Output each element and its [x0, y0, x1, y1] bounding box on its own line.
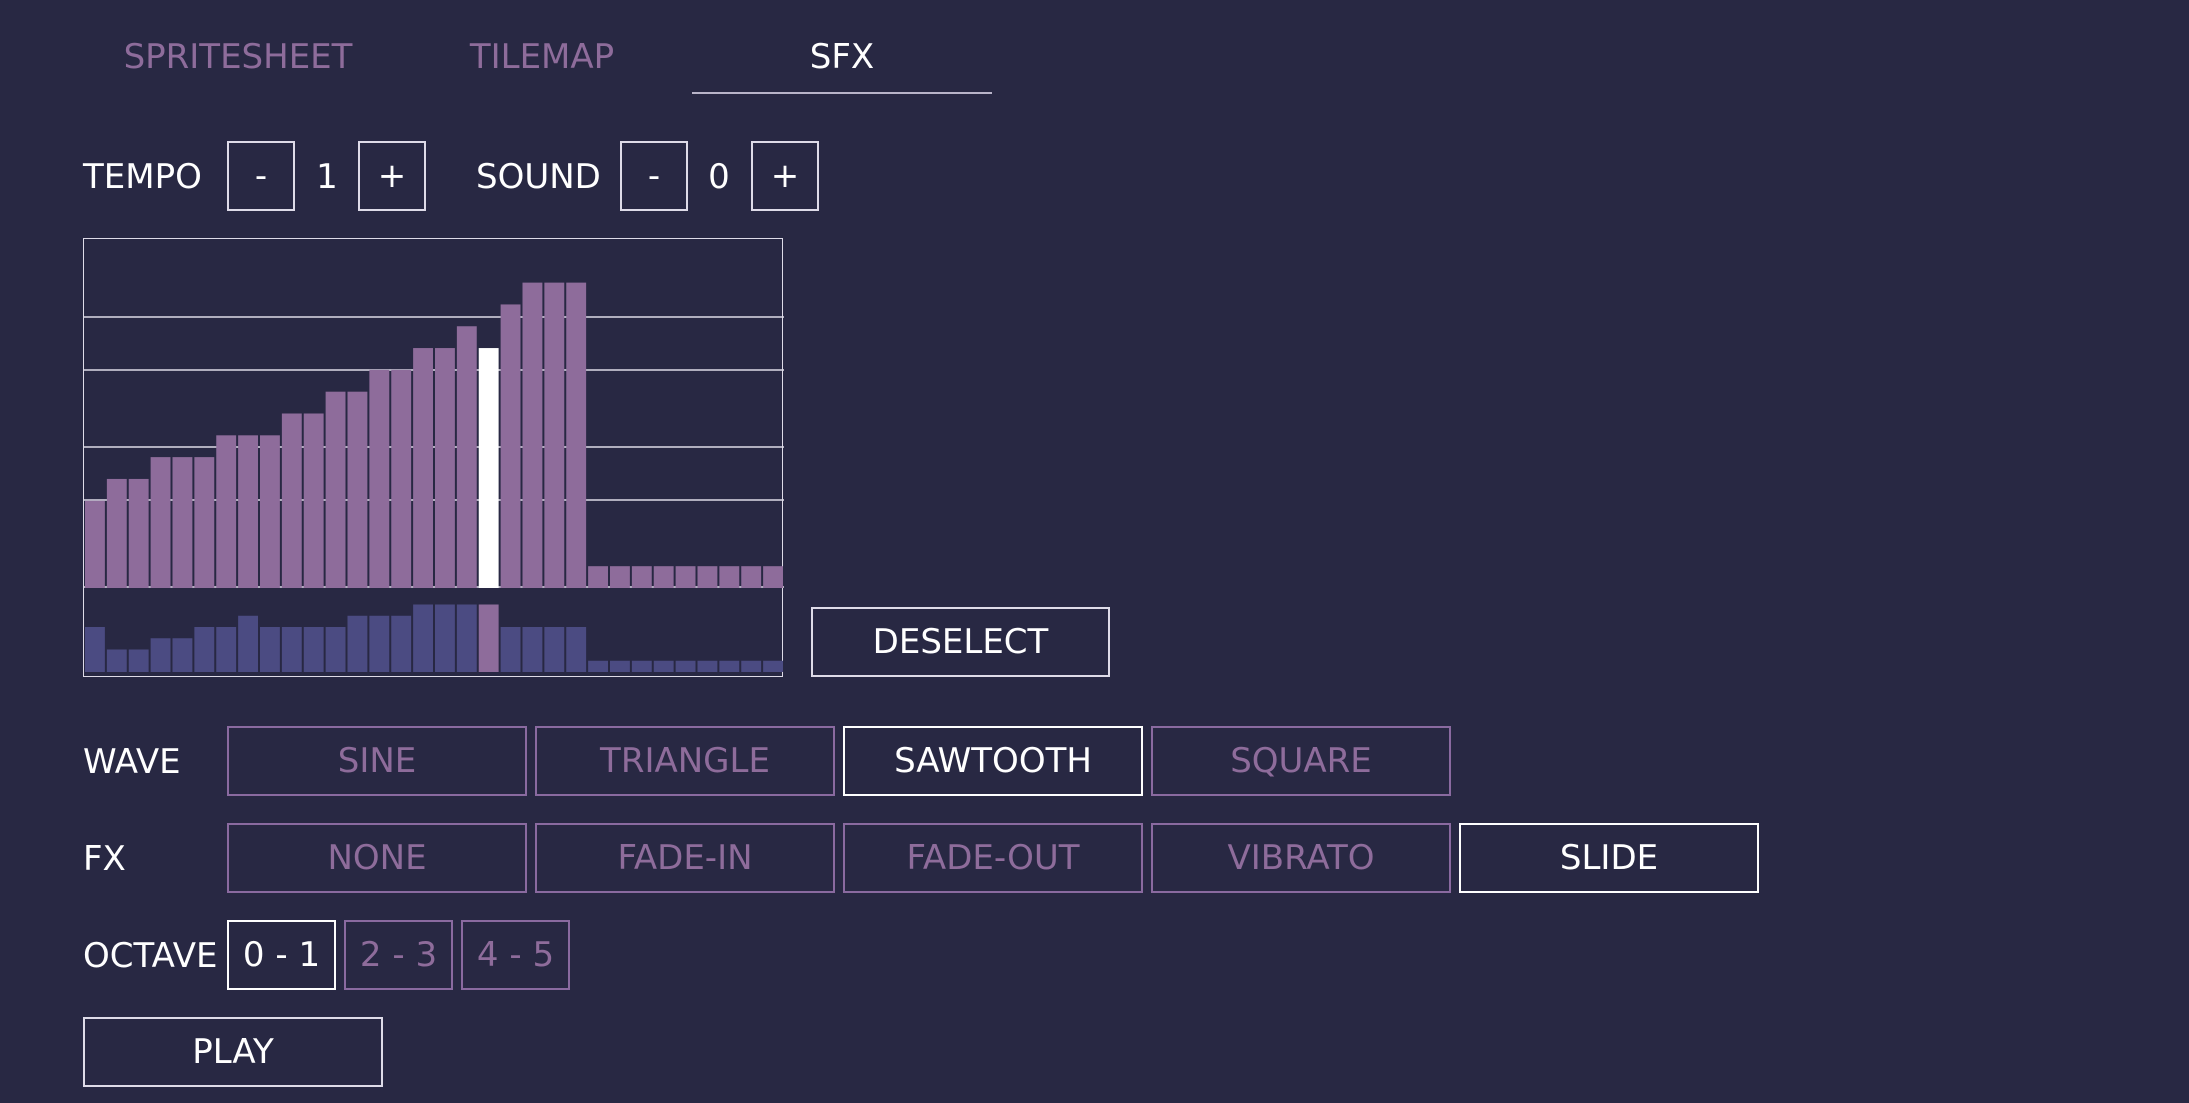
pitch-bar-15[interactable] [391, 369, 412, 588]
pitch-bar-5[interactable] [172, 457, 193, 588]
sound-increase-button[interactable]: + [751, 141, 819, 211]
octave-label: OCTAVE [83, 936, 218, 976]
tab-spritesheet[interactable]: SPRITESHEET [123, 37, 353, 77]
pitch-bar-7[interactable] [216, 435, 237, 588]
pitch-bar-25[interactable] [610, 566, 630, 588]
pitch-bar-27[interactable] [653, 566, 674, 588]
pitch-bar-18[interactable] [456, 326, 477, 588]
pitch-bar-20[interactable] [500, 304, 521, 588]
volume-bar-15[interactable] [391, 615, 412, 672]
wave-label: WAVE [83, 742, 181, 782]
sound-label: SOUND [476, 157, 601, 197]
pitch-bar-26[interactable] [631, 566, 652, 588]
volume-bar-19[interactable] [478, 604, 499, 673]
tab-tilemap[interactable]: TILEMAP [469, 37, 615, 77]
pitch-bar-9[interactable] [260, 435, 280, 588]
volume-bar-11[interactable] [303, 627, 324, 672]
volume-bar-25[interactable] [610, 660, 630, 672]
tempo-label: TEMPO [83, 157, 202, 197]
pitch-bar-12[interactable] [325, 391, 346, 588]
pitch-bar-24[interactable] [588, 566, 608, 588]
pitch-bar-1[interactable] [85, 500, 105, 588]
pitch-bar-30[interactable] [719, 566, 740, 588]
volume-bar-3[interactable] [128, 649, 149, 673]
fx-option-none[interactable]: NONE [227, 823, 527, 893]
volume-bar-32[interactable] [763, 660, 783, 672]
volume-bar-13[interactable] [347, 615, 368, 672]
volume-bar-21[interactable] [522, 627, 543, 672]
volume-bar-22[interactable] [544, 627, 565, 672]
pitch-bar-14[interactable] [369, 369, 390, 588]
pitch-bar-2[interactable] [106, 478, 127, 588]
volume-bar-12[interactable] [325, 627, 346, 672]
pitch-bar-22[interactable] [544, 282, 565, 588]
octave-option-2-3[interactable]: 2 - 3 [344, 920, 453, 990]
pitch-bar-4[interactable] [150, 457, 171, 588]
volume-bar-27[interactable] [653, 660, 674, 672]
octave-option-0-1[interactable]: 0 - 1 [227, 920, 336, 990]
volume-bar-23[interactable] [566, 627, 587, 672]
pitch-bar-13[interactable] [347, 391, 368, 588]
volume-bar-1[interactable] [85, 627, 105, 672]
pitch-bar-8[interactable] [238, 435, 258, 588]
volume-bar-7[interactable] [216, 627, 237, 672]
volume-bar-14[interactable] [369, 615, 390, 672]
pitch-bar-28[interactable] [675, 566, 696, 588]
pitch-bar-6[interactable] [194, 457, 215, 588]
sequencer-editor[interactable] [83, 238, 784, 678]
wave-option-triangle[interactable]: TRIANGLE [535, 726, 835, 796]
wave-option-sine[interactable]: SINE [227, 726, 527, 796]
volume-bar-4[interactable] [150, 638, 171, 672]
volume-bar-6[interactable] [194, 627, 215, 672]
volume-bar-16[interactable] [413, 604, 433, 673]
wave-option-sawtooth[interactable]: SAWTOOTH [843, 726, 1143, 796]
volume-bar-5[interactable] [172, 638, 193, 672]
fx-option-slide[interactable]: SLIDE [1459, 823, 1759, 893]
octave-option-4-5[interactable]: 4 - 5 [461, 920, 570, 990]
volume-bar-8[interactable] [238, 615, 258, 672]
volume-bar-20[interactable] [500, 627, 521, 672]
fx-option-fade-out[interactable]: FADE-OUT [843, 823, 1143, 893]
wave-option-square[interactable]: SQUARE [1151, 726, 1451, 796]
fx-option-fade-in[interactable]: FADE-IN [535, 823, 835, 893]
play-button[interactable]: PLAY [83, 1017, 383, 1087]
deselect-button[interactable]: DESELECT [811, 607, 1110, 677]
pitch-bar-19[interactable] [478, 348, 499, 588]
volume-bar-2[interactable] [106, 649, 127, 673]
tempo-decrease-button[interactable]: - [227, 141, 295, 211]
pitch-bar-3[interactable] [128, 478, 149, 588]
volume-bar-24[interactable] [588, 660, 608, 672]
volume-bar-10[interactable] [281, 627, 302, 672]
fx-label: FX [83, 839, 126, 879]
volume-bar-26[interactable] [631, 660, 652, 672]
volume-bar-31[interactable] [741, 660, 762, 672]
tab-sfx[interactable]: SFX [692, 22, 992, 94]
sequencer-canvas[interactable] [84, 239, 784, 678]
volume-bar-17[interactable] [435, 604, 455, 673]
pitch-bar-29[interactable] [697, 566, 718, 588]
sound-decrease-button[interactable]: - [620, 141, 688, 211]
pitch-bar-10[interactable] [281, 413, 302, 589]
fx-option-vibrato[interactable]: VIBRATO [1151, 823, 1451, 893]
pitch-bar-31[interactable] [741, 566, 762, 588]
pitch-bar-11[interactable] [303, 413, 324, 589]
volume-bar-30[interactable] [719, 660, 740, 672]
tempo-value: 1 [316, 157, 338, 197]
tempo-increase-button[interactable]: + [358, 141, 426, 211]
volume-bar-29[interactable] [697, 660, 718, 672]
pitch-bar-32[interactable] [763, 566, 783, 588]
pitch-bar-21[interactable] [522, 282, 543, 588]
sound-value: 0 [708, 157, 730, 197]
volume-bar-9[interactable] [260, 627, 280, 672]
pitch-bar-16[interactable] [413, 348, 433, 588]
pitch-bar-17[interactable] [435, 348, 455, 588]
volume-bar-28[interactable] [675, 660, 696, 672]
pitch-bar-23[interactable] [566, 282, 587, 588]
volume-bar-18[interactable] [456, 604, 477, 673]
